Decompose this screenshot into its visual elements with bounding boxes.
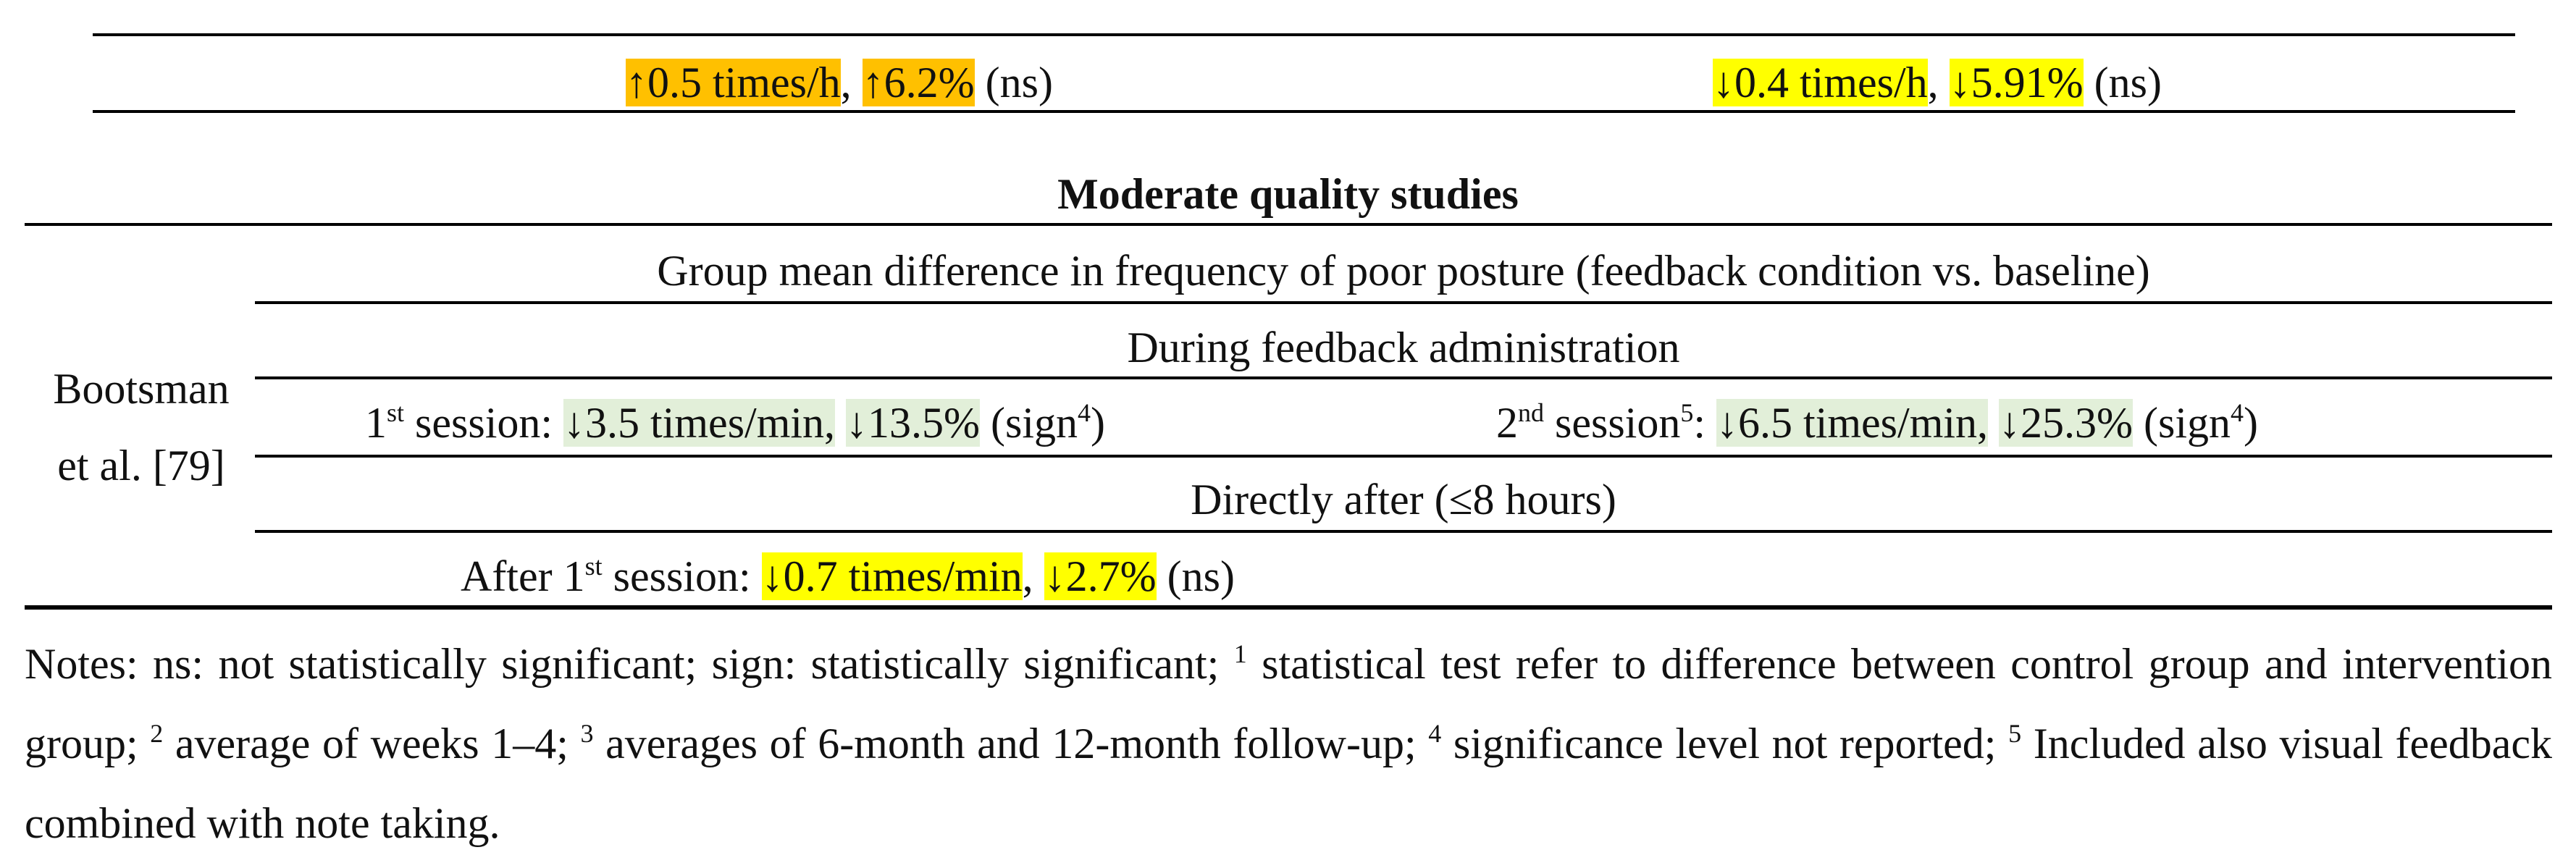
session2-percent-value: ↓25.3% [1999, 399, 2134, 447]
after-session-cell: After 1st session: ↓0.7 times/min, ↓2.7%… [461, 552, 1235, 600]
table-bottom-rule [25, 605, 2552, 610]
outcome-header: Group mean difference in frequency of po… [657, 247, 2150, 295]
directly-after-header: Directly after (≤8 hours) [1191, 476, 1616, 523]
outcome-header-rule [255, 301, 2552, 304]
during-feedback-header: During feedback administration [1127, 324, 1680, 371]
after-significance: (ns) [1167, 552, 1235, 600]
table-notes: Notes: ns: not statistically significant… [25, 639, 2552, 847]
author-citation: et al. [79] [57, 442, 225, 489]
after-percent-value: ↓2.7% [1044, 552, 1157, 600]
after-session-label: After 1st session: [461, 552, 751, 600]
section-title-rule [25, 223, 2552, 226]
top-left-separator: , [840, 59, 852, 106]
section-title: Moderate quality studies [1057, 170, 1519, 218]
session2-significance: (sign4) [2144, 398, 2258, 447]
session2-label: 2nd session5: [1496, 398, 1706, 447]
author-name: Bootsman [53, 365, 230, 413]
during-header-rule [255, 376, 2552, 379]
top-row-right-cell: ↓0.4 times/h, ↓5.91% (ns) [1713, 59, 2162, 106]
top-row-left-cell: ↑0.5 times/h, ↑6.2% (ns) [626, 59, 1053, 106]
study-author: Bootsman et al. [79] [22, 350, 261, 504]
session2-frequency-value: ↓6.5 times/min, [1716, 399, 1989, 447]
session2-cell: 2nd session5: ↓6.5 times/min, ↓25.3% (si… [1496, 398, 2258, 447]
table-top-rule [93, 33, 2515, 36]
session1-significance: (sign4) [991, 398, 1106, 447]
top-left-frequency-value: ↑0.5 times/h [626, 59, 841, 106]
session1-frequency-value: ↓3.5 times/min, [563, 399, 836, 447]
top-right-frequency-value: ↓0.4 times/h [1713, 59, 1928, 106]
top-right-significance: (ns) [2094, 59, 2162, 106]
sessions-row-rule [255, 455, 2552, 458]
top-right-percent-value: ↓5.91% [1949, 59, 2084, 106]
top-left-significance: (ns) [985, 59, 1053, 106]
session1-cell: 1st session: ↓3.5 times/min, ↓13.5% (sig… [365, 398, 1106, 447]
after-frequency-value: ↓0.7 times/min [761, 552, 1023, 600]
after-separator: , [1022, 552, 1033, 600]
top-left-percent-value: ↑6.2% [862, 59, 975, 106]
top-row-bottom-rule [93, 110, 2515, 113]
session1-label: 1st session: [365, 398, 553, 447]
session1-percent-value: ↓13.5% [846, 399, 981, 447]
after-header-rule [255, 530, 2552, 533]
top-right-separator: , [1927, 59, 1939, 106]
